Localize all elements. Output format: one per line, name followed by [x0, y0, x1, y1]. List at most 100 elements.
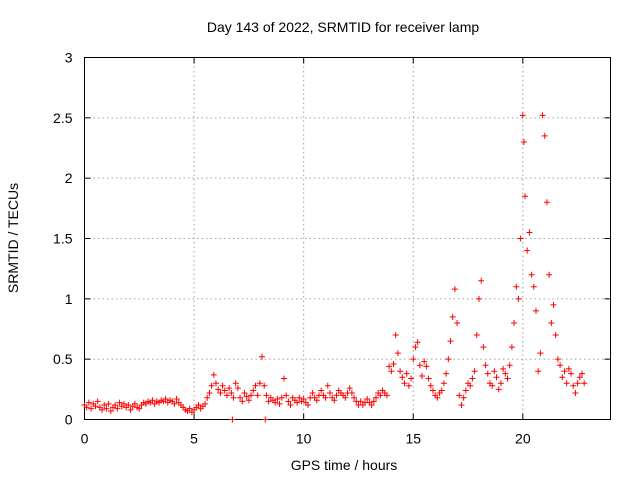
- x-tick-label: 10: [296, 431, 312, 447]
- data-point: [287, 402, 294, 409]
- x-tick-label: 20: [515, 431, 531, 447]
- data-point: [515, 295, 522, 302]
- data-point: [239, 398, 246, 405]
- data-point: [401, 380, 408, 387]
- data-point: [300, 395, 307, 402]
- x-tick-label: 0: [81, 431, 89, 447]
- data-point: [399, 374, 406, 381]
- data-point: [120, 400, 127, 407]
- data-point: [568, 370, 575, 377]
- data-point: [412, 344, 419, 351]
- data-point: [99, 406, 106, 413]
- data-point: [250, 387, 257, 394]
- data-points: [81, 112, 588, 423]
- data-point: [528, 271, 535, 278]
- data-point: [208, 382, 215, 389]
- data-point: [565, 365, 572, 372]
- data-point: [331, 397, 338, 404]
- data-point: [305, 402, 312, 409]
- data-point: [261, 382, 268, 389]
- data-point: [223, 392, 230, 399]
- data-point: [248, 392, 255, 399]
- data-point: [484, 370, 491, 377]
- data-point: [462, 387, 469, 394]
- data-point: [383, 392, 390, 399]
- data-point: [390, 360, 397, 367]
- data-point: [552, 332, 559, 339]
- data-point: [131, 400, 138, 407]
- data-point: [557, 362, 564, 369]
- data-point: [576, 374, 583, 381]
- data-point: [125, 402, 132, 409]
- data-point: [342, 394, 349, 401]
- data-point: [364, 395, 371, 402]
- data-point: [136, 405, 143, 412]
- data-point: [322, 394, 329, 401]
- data-point: [112, 402, 119, 409]
- data-point: [522, 193, 529, 200]
- data-point: [489, 382, 496, 389]
- data-point: [405, 382, 412, 389]
- data-point: [526, 229, 533, 236]
- data-point: [103, 405, 110, 412]
- data-point: [92, 403, 99, 410]
- data-point: [511, 319, 518, 326]
- data-point: [561, 368, 568, 375]
- data-point: [478, 277, 485, 284]
- data-point: [262, 416, 269, 423]
- data-point: [550, 301, 557, 308]
- data-point: [219, 382, 226, 389]
- data-point: [491, 368, 498, 375]
- data-point: [456, 392, 463, 399]
- data-point: [333, 392, 340, 399]
- data-point: [447, 338, 454, 345]
- data-point: [202, 400, 209, 407]
- y-axis-label: SRMTID / TECUs: [5, 183, 21, 293]
- data-point: [101, 402, 108, 409]
- data-point: [554, 356, 561, 363]
- y-tick-label: 2: [65, 170, 73, 186]
- x-axis-label: GPS time / hours: [291, 457, 398, 473]
- data-point: [572, 389, 579, 396]
- data-point: [237, 394, 244, 401]
- data-point: [280, 375, 287, 382]
- data-point: [471, 368, 478, 375]
- data-point: [210, 371, 217, 378]
- data-point: [114, 405, 121, 412]
- data-point: [241, 389, 248, 396]
- data-point: [504, 375, 511, 382]
- data-point: [541, 132, 548, 139]
- data-point: [497, 380, 504, 387]
- data-point: [517, 235, 524, 242]
- data-point: [502, 370, 509, 377]
- data-point: [410, 356, 417, 363]
- data-point: [425, 375, 432, 382]
- data-point: [243, 393, 250, 400]
- data-point: [215, 386, 222, 393]
- y-tick-label: 1.5: [53, 231, 73, 247]
- y-tick-label: 1: [65, 291, 73, 307]
- data-point: [377, 392, 384, 399]
- data-point: [283, 392, 290, 399]
- data-point: [460, 394, 467, 401]
- data-point: [234, 385, 241, 392]
- data-point: [440, 380, 447, 387]
- data-point: [532, 307, 539, 314]
- data-point: [368, 402, 375, 409]
- data-point: [348, 389, 355, 396]
- y-tick-label: 2.5: [53, 110, 73, 126]
- data-point: [149, 397, 156, 404]
- data-point: [186, 405, 193, 412]
- data-point: [443, 370, 450, 377]
- data-point: [467, 382, 474, 389]
- data-point: [495, 386, 502, 393]
- data-point: [265, 398, 272, 405]
- data-point: [259, 353, 266, 360]
- data-point: [530, 283, 537, 290]
- data-point: [392, 332, 399, 339]
- data-point: [519, 112, 526, 119]
- data-point: [548, 319, 555, 326]
- data-point: [346, 385, 353, 392]
- data-point: [482, 362, 489, 369]
